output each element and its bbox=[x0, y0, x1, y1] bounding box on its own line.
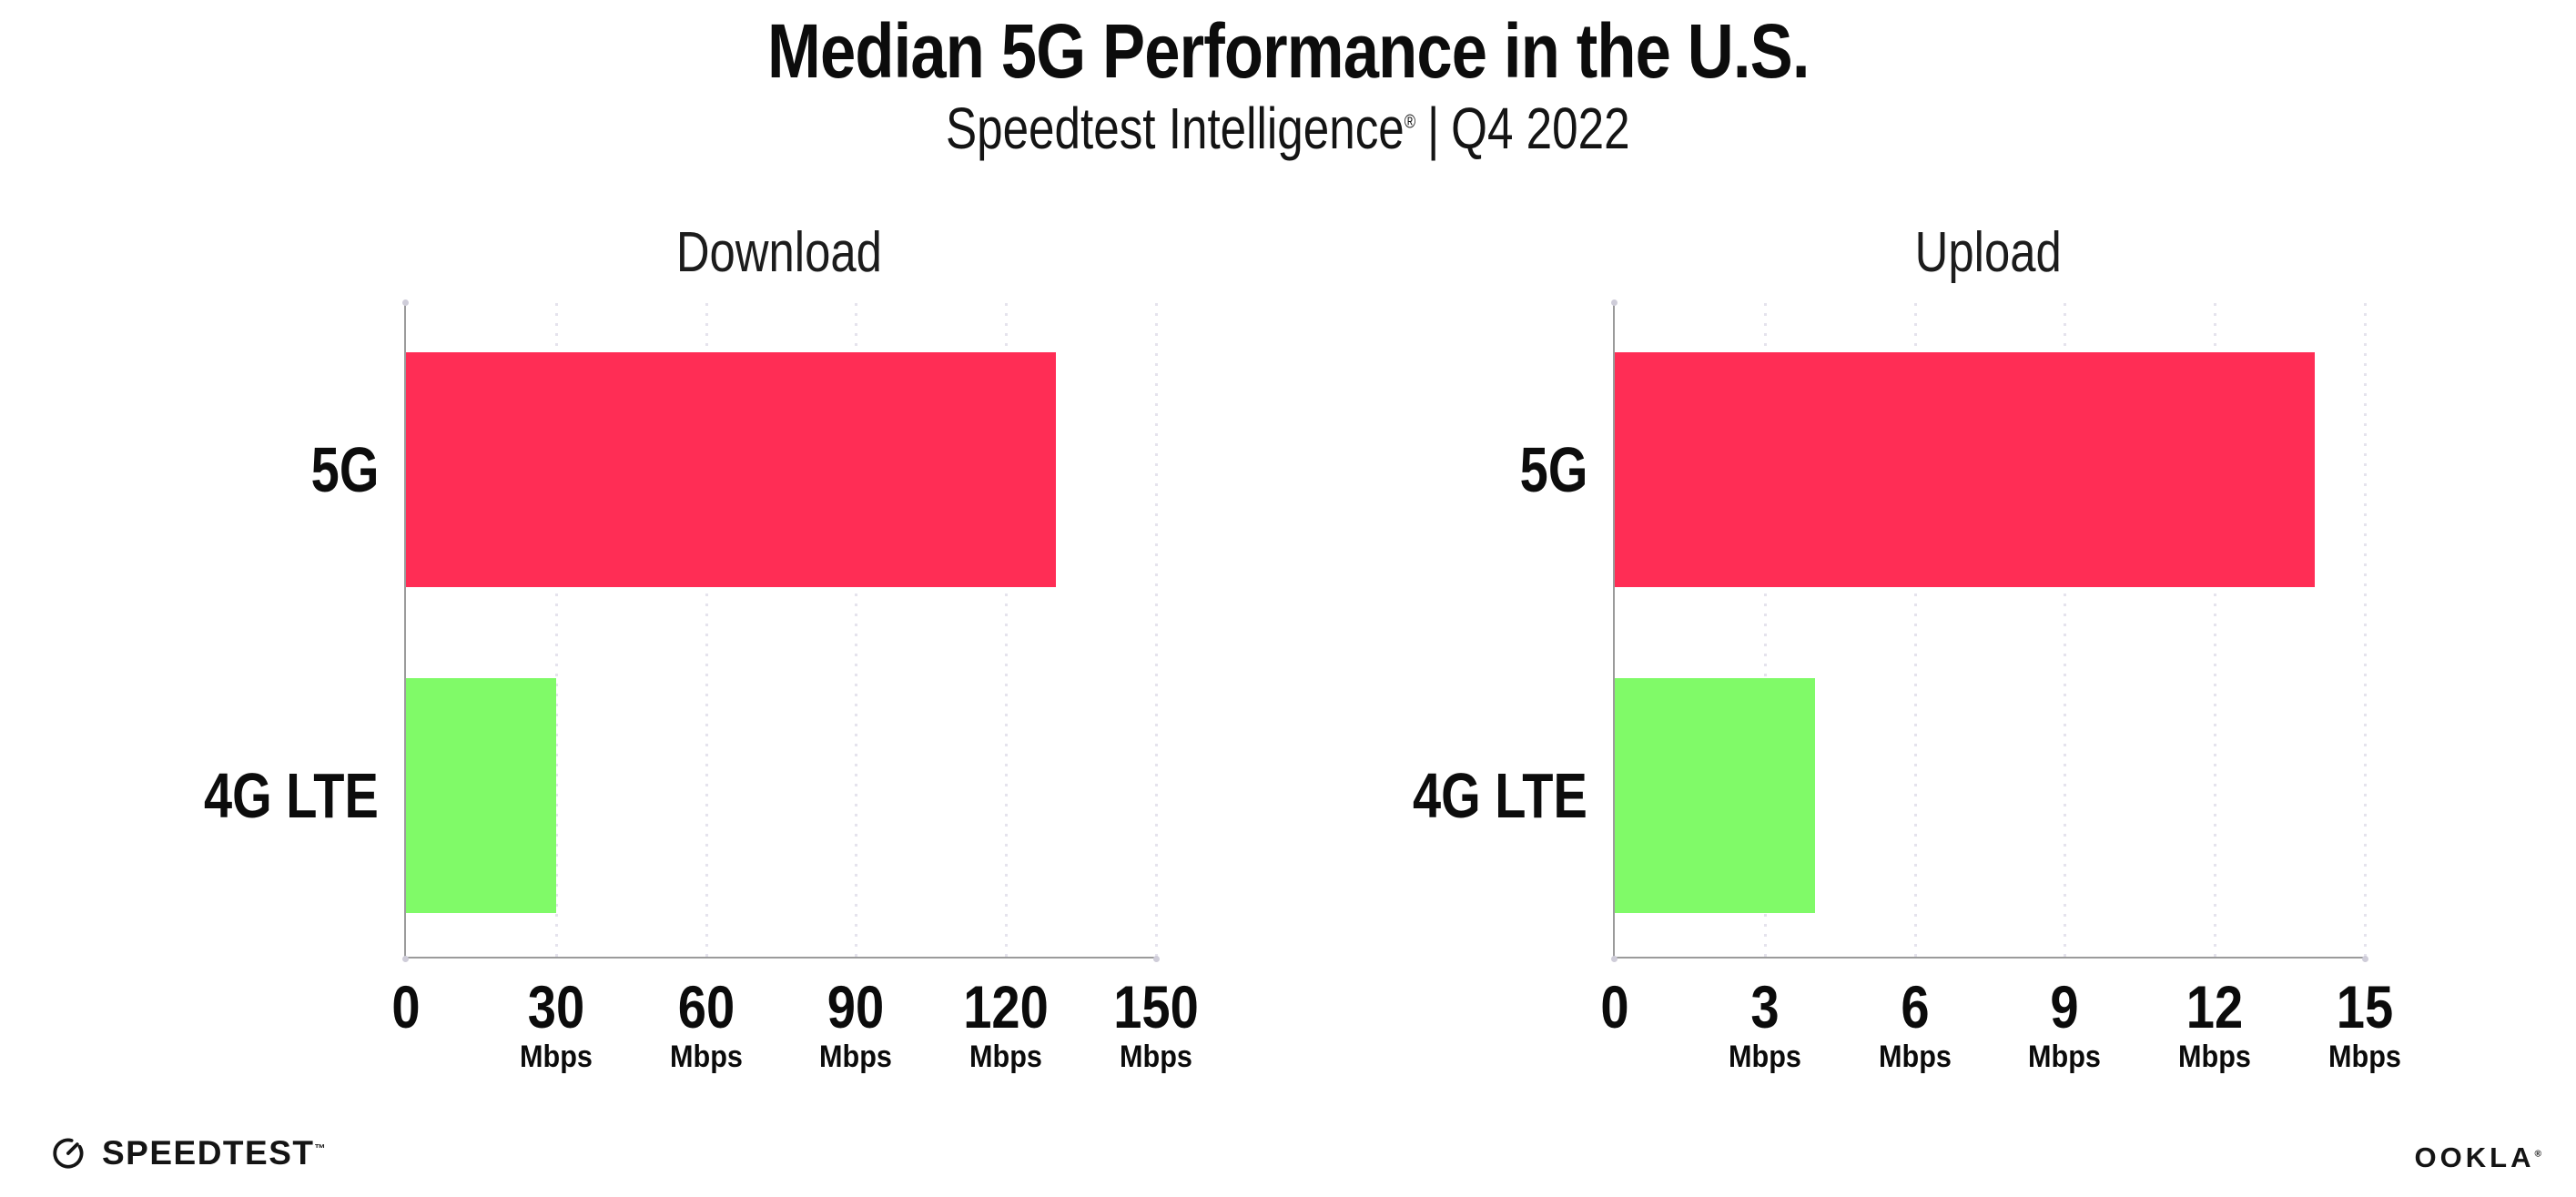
x-tick-unit-15-upload: Mbps bbox=[2328, 1040, 2401, 1074]
gridline-6-upload bbox=[1913, 303, 1917, 957]
page-subtitle-text: Speedtest Intelligence® | Q4 2022 bbox=[946, 95, 1630, 162]
subtitle-separator: | bbox=[1427, 96, 1440, 161]
trademark-mark: ™ bbox=[314, 1141, 328, 1155]
x-tick-label-120-download: 120 bbox=[963, 973, 1049, 1040]
axis-end-dot-0-download bbox=[402, 299, 409, 306]
bar-4g-lte-upload bbox=[1615, 678, 1815, 913]
category-label-5g-upload: 5G bbox=[1519, 434, 1587, 505]
x-tick-label-60-download: 60 bbox=[677, 973, 735, 1040]
upload-plot-area: 0 3 Mbps 6 Mbps 9 Mbps 12 Mbps 15 Mbps bbox=[1600, 299, 2401, 1073]
gridline-9-upload bbox=[2064, 303, 2067, 957]
x-tick-unit-12-upload: Mbps bbox=[2178, 1040, 2252, 1074]
x-tick-label-0-download: 0 bbox=[391, 973, 421, 1040]
category-label-5g-download: 5G bbox=[310, 434, 379, 505]
axis-end-dot-0-upload bbox=[1611, 299, 1618, 306]
gridline-60-download bbox=[705, 303, 708, 957]
gridline-15-upload bbox=[2364, 303, 2367, 957]
speedtest-wordmark: SPEEDTEST™ bbox=[102, 1134, 327, 1172]
page-title-text: Median 5G Performance in the U.S. bbox=[766, 8, 1810, 94]
upload-chart: Upload 0 3 Mbps 6 Mbps 9 Mbps 12 Mbps 15 Mbps 5G 4G… bbox=[1413, 221, 2401, 1073]
x-tick-label-30-download: 30 bbox=[527, 973, 584, 1040]
ookla-logo: OOKLA® bbox=[2415, 1141, 2545, 1174]
gridline-90-download bbox=[855, 303, 858, 957]
axis-end-dot-1-download bbox=[402, 956, 409, 962]
download-plot-area: 0 30 Mbps 60 Mbps 90 Mbps 120 Mbps 150 Mbps bbox=[391, 299, 1199, 1073]
axis-end-dot-2-download bbox=[1153, 956, 1160, 962]
speedtest-logo: SPEEDTEST™ bbox=[49, 1132, 327, 1174]
x-tick-6-upload: 6 Mbps bbox=[1874, 973, 1955, 1074]
speedtest-wordmark-text: SPEEDTEST bbox=[102, 1134, 315, 1172]
x-tick-15-upload: 15 Mbps bbox=[2325, 973, 2406, 1074]
x-tick-unit-30-download: Mbps bbox=[519, 1040, 593, 1074]
x-tick-150-download: 150 Mbps bbox=[1106, 973, 1206, 1074]
page-subtitle: Speedtest Intelligence® | Q4 2022 bbox=[0, 95, 2576, 162]
x-tick-0-download: 0 bbox=[390, 973, 423, 1040]
registered-mark-ookla: ® bbox=[2534, 1149, 2545, 1160]
bar-4g-lte-download bbox=[406, 678, 556, 913]
gridline-150-download bbox=[1155, 303, 1158, 957]
x-tick-unit-150-download: Mbps bbox=[1120, 1040, 1192, 1074]
x-tick-label-3-upload: 3 bbox=[1750, 973, 1780, 1040]
x-tick-unit-3-upload: Mbps bbox=[1728, 1040, 1801, 1074]
gridline-3-upload bbox=[1763, 303, 1767, 957]
axis-end-dot-1-upload bbox=[1611, 956, 1618, 962]
x-tick-unit-120-download: Mbps bbox=[969, 1040, 1043, 1074]
subtitle-brand: Speedtest Intelligence bbox=[946, 96, 1405, 161]
category-label-4g-lte-download: 4G LTE bbox=[204, 760, 379, 831]
category-label-4g-lte-upload: 4G LTE bbox=[1413, 760, 1587, 831]
subtitle-period: Q4 2022 bbox=[1451, 96, 1630, 161]
x-tick-label-15-upload: 15 bbox=[2336, 973, 2394, 1040]
page-title: Median 5G Performance in the U.S. bbox=[0, 7, 2576, 96]
bar-5g-download bbox=[406, 352, 1057, 587]
ookla-wordmark-text: OOKLA bbox=[2414, 1141, 2535, 1173]
gridline-120-download bbox=[1005, 303, 1009, 957]
x-tick-label-6-upload: 6 bbox=[1900, 973, 1930, 1040]
x-tick-3-upload: 3 Mbps bbox=[1724, 973, 1805, 1074]
gridline-12-upload bbox=[2214, 303, 2217, 957]
x-tick-label-12-upload: 12 bbox=[2186, 973, 2244, 1040]
x-tick-9-upload: 9 Mbps bbox=[2024, 973, 2105, 1074]
x-tick-label-90-download: 90 bbox=[827, 973, 885, 1040]
bar-5g-upload bbox=[1615, 352, 2316, 587]
x-tick-unit-60-download: Mbps bbox=[669, 1040, 743, 1074]
gridline-30-download bbox=[554, 303, 558, 957]
x-tick-120-download: 120 Mbps bbox=[956, 973, 1056, 1074]
download-chart: Download 0 30 Mbps 60 Mbps 90 Mbps 120 Mbps 150 Mb… bbox=[204, 221, 1199, 1073]
upload-chart-title: Upload bbox=[1914, 221, 2062, 284]
download-chart-title: Download bbox=[675, 221, 883, 284]
x-tick-0-upload: 0 bbox=[1598, 973, 1632, 1040]
axis-end-dot-2-upload bbox=[2362, 956, 2368, 962]
x-tick-unit-6-upload: Mbps bbox=[1878, 1040, 1952, 1074]
registered-mark: ® bbox=[1405, 111, 1416, 133]
x-tick-label-9-upload: 9 bbox=[2050, 973, 2079, 1040]
x-tick-60-download: 60 Mbps bbox=[665, 973, 746, 1074]
x-tick-30-download: 30 Mbps bbox=[515, 973, 596, 1074]
x-tick-12-upload: 12 Mbps bbox=[2175, 973, 2256, 1074]
x-tick-label-150-download: 150 bbox=[1113, 973, 1199, 1040]
x-tick-label-0-upload: 0 bbox=[1600, 973, 1629, 1040]
x-tick-90-download: 90 Mbps bbox=[816, 973, 897, 1074]
x-tick-unit-9-upload: Mbps bbox=[2028, 1040, 2102, 1074]
x-tick-unit-90-download: Mbps bbox=[819, 1040, 893, 1074]
gauge-icon bbox=[53, 1138, 84, 1169]
